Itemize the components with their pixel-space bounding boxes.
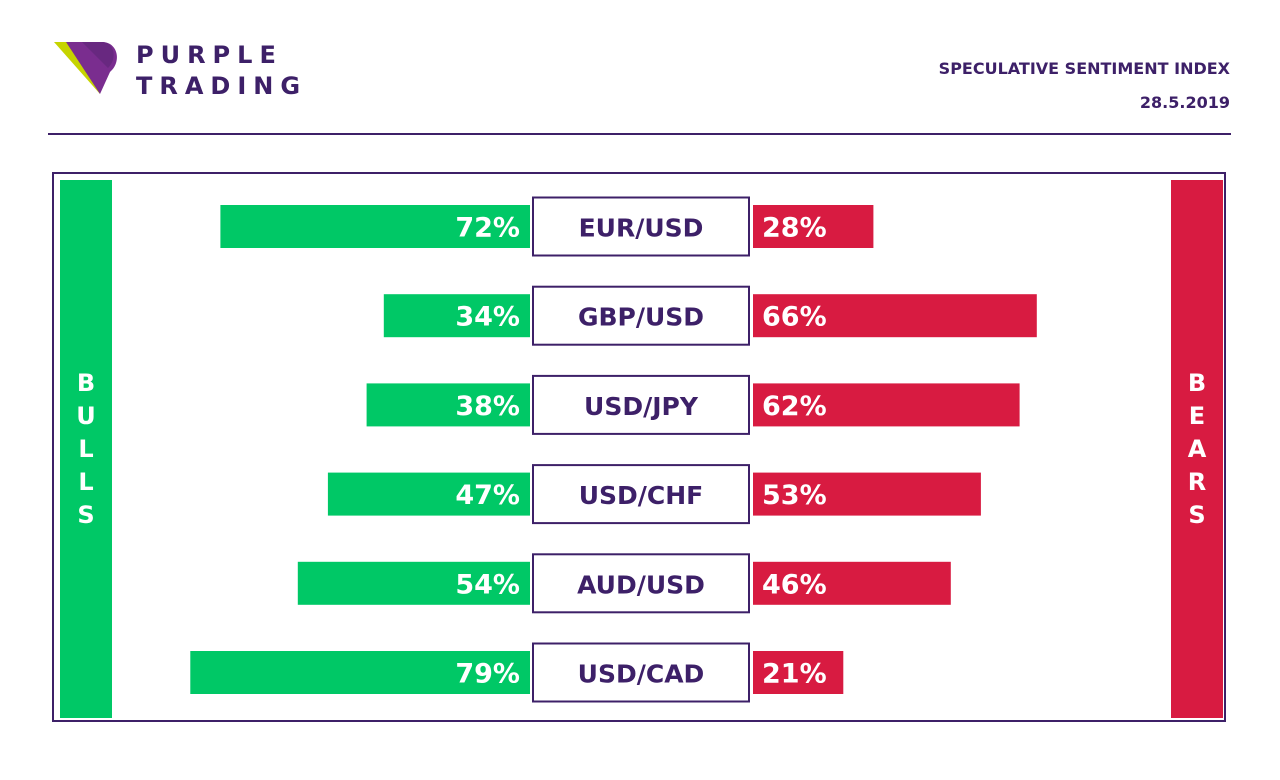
bear-value-label: 66% [762,302,827,333]
pair-label-box [532,553,750,614]
bulls-label: BULLS [76,368,96,529]
bear-value-label: 46% [762,569,827,600]
bear-bar [753,294,1037,338]
page-title: SPECULATIVE SENTIMENT INDEX [938,59,1230,78]
bear-bar [753,205,874,248]
bull-value-label: 72% [455,213,520,244]
bull-bar [327,472,530,516]
header-divider [48,133,1231,135]
pair-label-box [532,464,750,525]
chart-frame [52,172,1226,722]
brand-line-1: PURPLE [136,41,283,69]
currency-pair-label: AUD/USD [577,570,705,599]
bulls-side-bar: BULLS [60,180,112,718]
bull-value-label: 34% [455,302,520,333]
pair-label-box [532,642,750,703]
bear-value-label: 53% [762,480,827,511]
pair-label-box [532,285,750,346]
bear-bar [753,472,981,516]
bears-side-bar: BEARS [1171,180,1223,718]
bull-bar [383,294,530,338]
bear-value-label: 28% [762,213,827,244]
currency-pair-label: USD/CHF [579,481,704,510]
bear-value-label: 21% [762,659,827,690]
bull-bar [220,205,530,248]
bear-bar [753,651,844,694]
pair-label-box [532,196,750,257]
pair-label-box [532,374,750,435]
report-date: 28.5.2019 [1139,93,1230,112]
bears-label: BEARS [1187,368,1207,529]
currency-pair-label: USD/JPY [584,392,699,421]
bull-value-label: 79% [455,659,520,690]
currency-pair-label: USD/CAD [578,660,705,689]
currency-pair-label: GBP/USD [578,303,704,332]
bear-bar [753,561,951,605]
brand-line-2: TRADING [136,72,308,100]
bull-bar [297,561,530,605]
bull-value-label: 54% [455,569,520,600]
bear-value-label: 62% [762,391,827,422]
bull-bar [366,383,530,427]
currency-pair-label: EUR/USD [579,214,704,243]
bull-bar [190,651,531,694]
purple-trading-logo-icon [54,42,117,94]
bull-value-label: 47% [455,480,520,511]
bull-value-label: 38% [455,391,520,422]
bear-bar [753,383,1020,427]
